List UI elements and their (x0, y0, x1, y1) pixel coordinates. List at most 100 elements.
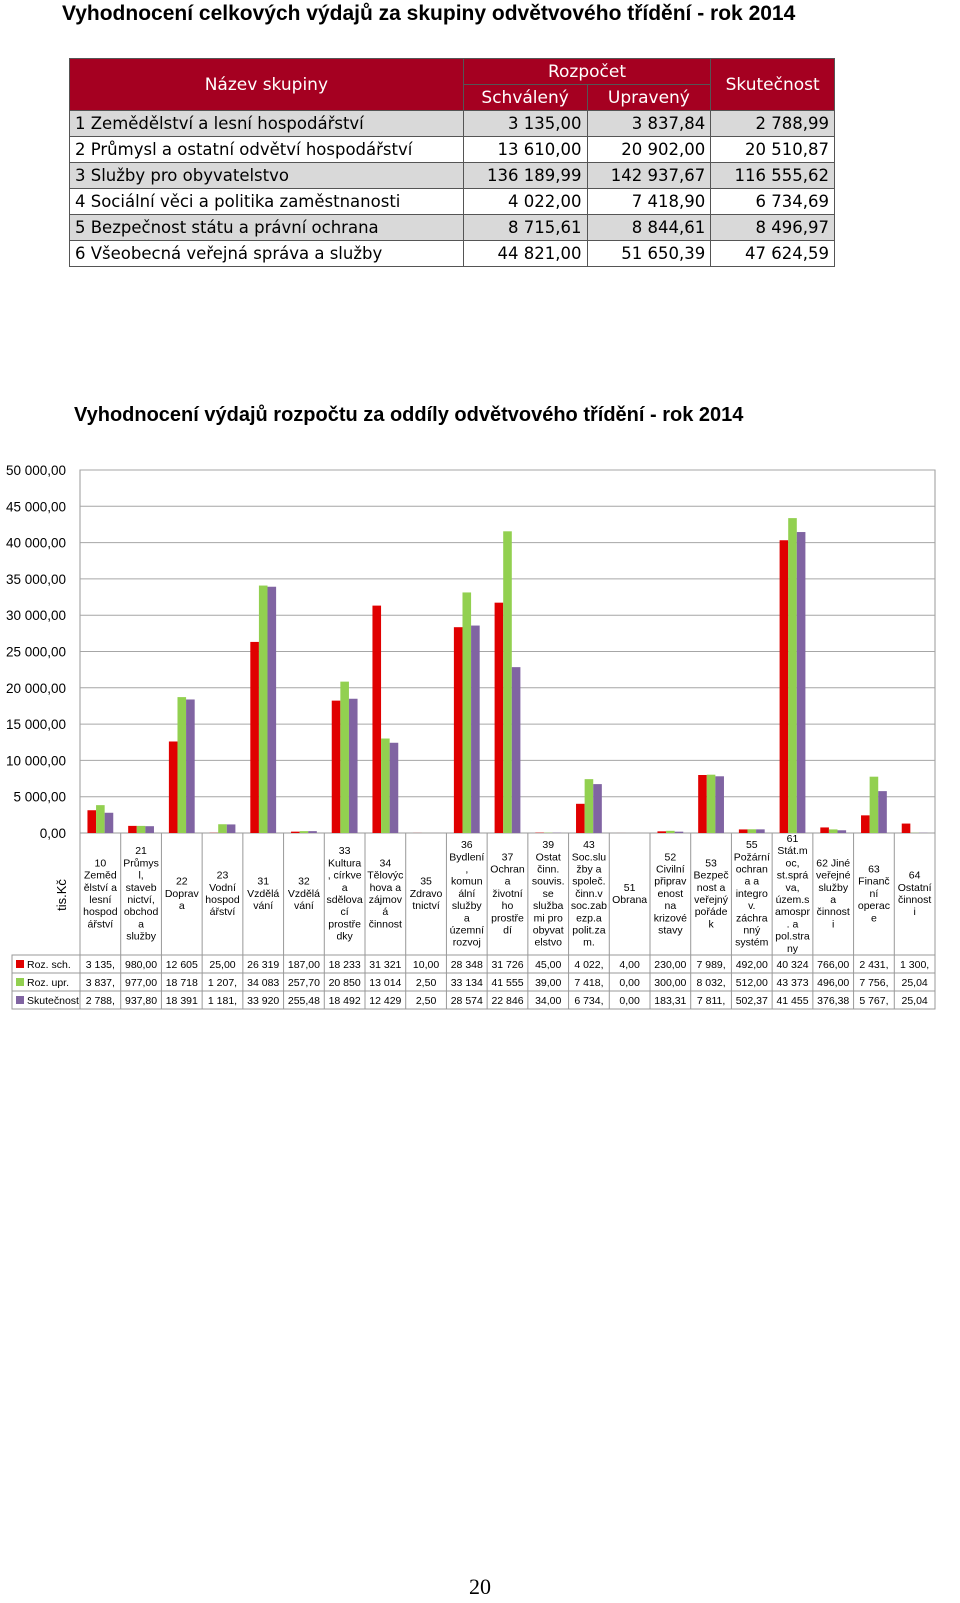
bar (372, 605, 382, 833)
bar (901, 823, 911, 833)
category-label: společ. (572, 876, 605, 888)
data-table-value: 0,00 (619, 995, 640, 1007)
cell-adjusted: 7 418,90 (586, 188, 712, 215)
category-label: 33 (339, 845, 351, 857)
bar (593, 784, 602, 833)
category-label: služby (126, 931, 157, 943)
legend-key (16, 996, 24, 1004)
category-label: 10 (95, 857, 107, 869)
category-label: služby (452, 900, 483, 912)
category-label: . a (787, 918, 799, 930)
bar (177, 697, 187, 833)
category-label: tnictví (412, 900, 440, 912)
bar (657, 831, 667, 833)
category-label: Soc.slu (572, 851, 607, 863)
summary-table: Název skupiny Rozpočet Skutečnost Schvál… (69, 58, 835, 267)
category-label: 35 (420, 876, 432, 888)
category-label: 61 (787, 833, 799, 845)
data-table-value: 187,00 (288, 959, 320, 971)
category-label: 52 (665, 851, 677, 863)
cell-approved: 136 189,99 (462, 162, 588, 189)
data-table-value: 4 022, (574, 959, 603, 971)
bar-chart: 0,00 5 000,00 10 000,00 15 000,00 20 000,00 2… (6, 463, 936, 1010)
table-row: 2 Průmysl a ostatní odvětví hospodářství… (69, 136, 835, 163)
header-approved: Schválený (462, 84, 588, 111)
data-table-value: 3 837, (86, 977, 115, 989)
bar (145, 826, 154, 833)
category-label: ělství a (84, 882, 117, 894)
data-table-value: 3 135, (86, 959, 115, 971)
data-table-value: 8 032, (696, 977, 725, 989)
cell-approved: 4 022,00 (462, 188, 588, 215)
data-table-value: 2,50 (416, 995, 437, 1007)
category-label: nný (743, 925, 761, 937)
data-table-value: 39,00 (535, 977, 561, 989)
category-label: komun (451, 876, 483, 888)
legend-label: Roz. upr. (27, 977, 69, 989)
category-label: souvis. (532, 876, 565, 888)
bar (168, 741, 178, 833)
table-row: 5 Bezpečnost státu a právní ochrana 8 71… (69, 214, 835, 241)
bar (511, 667, 521, 833)
cell-actual: 8 496,97 (710, 214, 835, 241)
bar (250, 641, 259, 833)
category-label: elstvo (534, 937, 562, 949)
category-label: soc.zab (571, 900, 607, 912)
category-label: 34 (380, 857, 392, 869)
bar (381, 738, 390, 833)
bar (87, 810, 97, 833)
category-label: 63 (868, 864, 880, 876)
y-axis-label: tis.Kč (54, 879, 69, 911)
bar (837, 830, 847, 833)
data-table-value: 257,70 (288, 977, 320, 989)
bar (779, 540, 789, 833)
table-row: 6 Všeobecná veřejná správa a služby 44 8… (69, 240, 835, 267)
data-table-value: 300,00 (654, 977, 686, 989)
bar (869, 776, 879, 833)
category-label: sdělova (327, 894, 363, 906)
cell-actual: 116 555,62 (710, 162, 835, 189)
category-label: územ.s (776, 894, 810, 906)
category-label: Obrana (612, 894, 647, 906)
category-label: Civilní (656, 864, 685, 876)
cell-adjusted: 142 937,67 (586, 162, 712, 189)
category-label: v. (748, 900, 755, 912)
category-label: Bezpeč (694, 870, 729, 882)
category-label: polit.za (572, 925, 605, 937)
cell-actual: 47 624,59 (710, 240, 835, 267)
bar (96, 805, 105, 833)
category-label: 36 (461, 839, 473, 851)
category-label: Vodní (209, 882, 236, 894)
data-table-value: 10,00 (413, 959, 439, 971)
data-table-value: 33 134 (451, 977, 483, 989)
category-label: k (708, 918, 714, 930)
category-label: va, (785, 882, 799, 894)
data-table-value: 496,00 (817, 977, 849, 989)
data-table-value: 7 811, (697, 995, 725, 1007)
category-label: územní (450, 925, 485, 937)
bar (186, 699, 195, 833)
category-label: 39 (542, 839, 554, 851)
data-table-value: 28 348 (451, 959, 483, 971)
category-label: , (465, 864, 468, 876)
category-label: 62 Jiné (816, 857, 850, 869)
category-label: vání (294, 900, 314, 912)
data-table-value: 502,37 (736, 995, 768, 1007)
bar (331, 700, 341, 833)
bar (828, 829, 838, 833)
category-label: Stát.m (777, 845, 808, 857)
category-label: prostře (491, 912, 524, 924)
data-table-value: 28 574 (451, 995, 483, 1007)
bar (715, 776, 724, 833)
category-label: činnost (817, 906, 850, 918)
y-tick-label: 50 000,00 (6, 463, 66, 478)
data-table-value: 31 726 (491, 959, 523, 971)
table-row: 3 Služby pro obyvatelstvo 136 189,99 142… (69, 162, 835, 189)
data-table-value: 1 300, (900, 959, 929, 971)
category-label: krizové (654, 912, 687, 924)
data-table-value: 26 319 (247, 959, 279, 971)
category-label: a (138, 918, 144, 930)
category-label: Zeměd (84, 870, 117, 882)
data-table-value: 18 718 (166, 977, 198, 989)
category-label: ny (787, 943, 799, 955)
